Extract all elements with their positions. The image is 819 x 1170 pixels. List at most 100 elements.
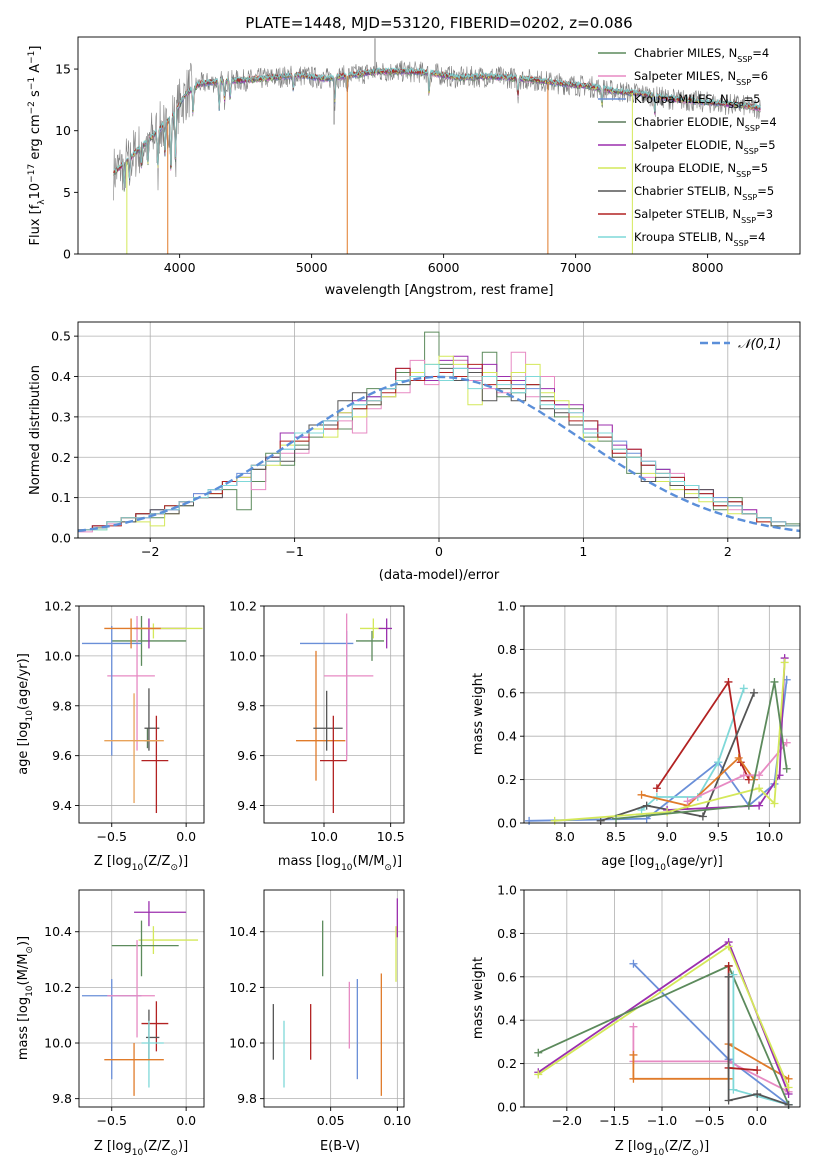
legend-val: =5 xyxy=(757,184,774,198)
age-vs-mass-xlabel-part-0: mass [log xyxy=(278,854,341,869)
spectrum-model-line-8 xyxy=(113,66,761,189)
legend-base: Kroupa ELODIE, N xyxy=(634,161,736,175)
spectrum-legend-entry-5: Kroupa ELODIE, NSSP=5 xyxy=(634,161,768,179)
mass-vs-ebv-xtick-label-1: 0.10 xyxy=(383,1113,411,1128)
weight-vs-age-marker-3-1 xyxy=(642,801,651,810)
residuals-ytick-label-4: 0.4 xyxy=(51,369,71,384)
spectrum-xtick-label-2: 6000 xyxy=(428,260,460,275)
weight-vs-age-ytick-label-5: 1.0 xyxy=(497,599,517,614)
mass-vs-ebv-axes xyxy=(264,890,404,1107)
weight-vs-age-marker-7-3 xyxy=(770,799,779,808)
legend-val: =5 xyxy=(751,161,768,175)
age-vs-z-xlabel-part-3: ⊙ xyxy=(170,863,178,873)
age-vs-mass-ytick-label-3: 10.0 xyxy=(229,648,257,663)
weight-vs-age-border xyxy=(523,605,801,824)
spectrum-xlabel: wavelength [Angstrom, rest frame] xyxy=(325,283,554,298)
weight-vs-z-xtick-label-3: −0.5 xyxy=(694,1113,724,1128)
age-vs-z-point-2 xyxy=(81,625,142,756)
mass-vs-z-xtick-label-1: 0.0 xyxy=(176,1113,196,1128)
legend-base: Salpeter ELODIE, N xyxy=(634,138,744,152)
mass-vs-z-point-4 xyxy=(107,940,155,1038)
spectrum-xtick-label-0: 4000 xyxy=(164,260,196,275)
weight-vs-z-marker-2-4 xyxy=(784,1074,793,1083)
age-vs-z-xlabel-part-0: Z [log xyxy=(94,854,132,869)
weight-vs-age-marker-7-0 xyxy=(550,816,559,825)
age-vs-z-ylabel-text-part-0: age [log xyxy=(16,722,31,775)
weight-vs-z-marker-4-0 xyxy=(534,1070,543,1079)
legend-base: Kroupa STELIB, N xyxy=(634,230,734,244)
mass-vs-z-ylabel-text-part-2: (M/M xyxy=(16,954,31,986)
weight-vs-z-marker-6-0 xyxy=(729,970,738,979)
legend-val: =4 xyxy=(752,46,769,60)
age-vs-z-ytick-label-3: 10.0 xyxy=(44,648,72,663)
spectrum-border xyxy=(77,36,801,255)
weight-vs-age-marker-3-2 xyxy=(698,812,707,821)
legend-val: =6 xyxy=(751,69,768,83)
weight-vs-z-xtick-label-2: −1.0 xyxy=(647,1113,677,1128)
legend-val: =5 xyxy=(759,138,776,152)
age-vs-mass-point-5 xyxy=(356,630,384,661)
mass-vs-z-ytick-label-1: 10.0 xyxy=(44,1036,72,1051)
weight-vs-age-series-6 xyxy=(667,658,786,811)
mass-vs-z-ytick-label-2: 10.2 xyxy=(44,980,72,995)
residuals-ytick-label-2: 0.2 xyxy=(51,450,71,465)
weight-vs-z-xlabel-part-2: (Z/Z xyxy=(664,1139,691,1154)
legend-val: =4 xyxy=(749,230,766,244)
legend-base: Salpeter STELIB, N xyxy=(634,207,741,221)
mass-vs-z-ytick-label-0: 9.8 xyxy=(52,1091,72,1106)
spectrum-title: PLATE=1448, MJD=53120, FIBERID=0202, z=0… xyxy=(245,14,632,32)
weight-vs-age-ytick-label-3: 0.6 xyxy=(497,685,517,700)
weight-vs-z-xtick-label-1: −1.5 xyxy=(599,1113,629,1128)
weight-vs-age-marker-8-2 xyxy=(770,677,779,686)
age-vs-mass-point-4 xyxy=(320,715,347,814)
weight-vs-z-xtick-label-4: 0.0 xyxy=(747,1113,767,1128)
spectrum-ytick-label-0: 0 xyxy=(63,247,71,262)
spectrum-ylabel-text-part-1: λ xyxy=(37,199,47,205)
residuals-xtick-label-1: −1 xyxy=(285,544,303,559)
residuals-ytick-label-3: 0.3 xyxy=(51,409,71,424)
age-vs-z-point-8 xyxy=(104,693,164,804)
mass-vs-z-xlabel-part-1: 10 xyxy=(132,1148,144,1158)
weight-vs-age-series-0 xyxy=(529,679,788,822)
age-vs-z-ytick-label-1: 9.6 xyxy=(52,748,72,763)
weight-vs-age-marker-0-0 xyxy=(525,816,534,825)
spectrum-ytick-label-2: 10 xyxy=(55,123,71,138)
age-vs-z-border xyxy=(78,605,205,824)
mass-vs-z-point-0 xyxy=(134,901,187,927)
mass-vs-z-point-8 xyxy=(104,1043,164,1096)
weight-vs-z-marker-2-1 xyxy=(629,1074,638,1083)
mass-vs-z-ylabel: mass [log10(M/M⊙)] xyxy=(16,936,35,1060)
spectrum-ytick-label-3: 15 xyxy=(55,62,71,77)
weight-vs-z-marker-6-1 xyxy=(729,1085,738,1094)
residuals-ytick-label-5: 0.5 xyxy=(51,329,71,344)
age-vs-mass-point-2 xyxy=(296,650,346,781)
mass-vs-z-point-1 xyxy=(138,926,199,954)
mass-vs-ebv-ytick-label-1: 10.0 xyxy=(229,1036,257,1051)
spectrum-xtick-label-4: 8000 xyxy=(692,260,724,275)
mass-vs-z-frame: −0.5 0.0 9.8 10.0 10.2 10.4 xyxy=(44,889,205,1128)
weight-vs-age-marker-8-0 xyxy=(612,814,620,823)
mass-vs-z-xlabel-part-0: Z [log xyxy=(94,1139,132,1154)
age-vs-mass-xlabel-part-2: (M/M xyxy=(353,854,385,869)
residuals-ytick-label-0: 0.0 xyxy=(51,531,71,546)
weight-vs-z-xtick-label-0: −2.0 xyxy=(552,1113,582,1128)
residuals-ytick-label-1: 0.1 xyxy=(51,490,71,505)
weight-vs-age-xtick-label-0: 8.0 xyxy=(555,829,575,844)
histogram-legend-label: 𝒩(0,1) xyxy=(738,337,781,352)
weight-vs-age-marker-5-0 xyxy=(683,797,692,806)
weight-vs-age-marker-5-3 xyxy=(782,738,791,747)
legend-sub: SSP xyxy=(734,239,749,248)
age-vs-z-point-9 xyxy=(104,618,161,649)
weight-vs-z-marker-8-0 xyxy=(724,972,733,981)
legend-base: Chabrier MILES, N xyxy=(634,46,737,60)
spectrum-frame: 4000 5000 6000 7000 8000 0 5 10 15 xyxy=(55,36,801,275)
residuals-xtick-label-3: 1 xyxy=(579,544,587,559)
mass-vs-z-point-5 xyxy=(141,1001,169,1052)
spectrum-legend-entry-6: Chabrier STELIB, NSSP=5 xyxy=(634,184,774,202)
weight-vs-age-xtick-label-3: 9.5 xyxy=(708,829,728,844)
weight-vs-z-ytick-label-0: 0.0 xyxy=(497,1100,517,1115)
weight-vs-z-marker-7-2 xyxy=(753,1066,762,1075)
weight-vs-age-ytick-label-1: 0.2 xyxy=(497,772,517,787)
residuals-frame: −2 −1 0 1 2 0.0 0.1 0.2 0.3 0.4 0.5 xyxy=(51,321,801,559)
spectrum-ylabel-text-part-2: 10 xyxy=(28,183,43,200)
